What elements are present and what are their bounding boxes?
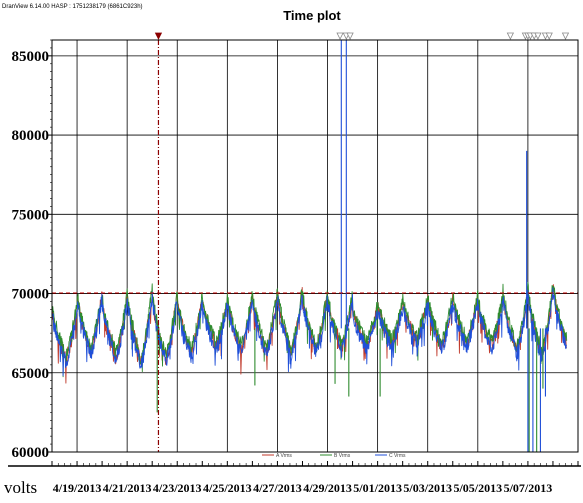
event-markers[interactable] [154, 32, 570, 452]
legend-label: A Vrms [276, 453, 292, 459]
y-tick-label: 85000 [12, 49, 50, 65]
legend: A Vrms B Vrms C Vrms [262, 453, 406, 459]
x-tick-label: 5/03/2013 [403, 481, 452, 495]
legend-label: B Vrms [334, 453, 351, 459]
legend-label: C Vrms [389, 453, 406, 459]
event-marker[interactable] [154, 32, 163, 40]
x-axis: 4/19/2013 4/21/2013 4/23/2013 4/25/2013 4/27… [8, 461, 581, 495]
x-tick-label: 4/23/2013 [153, 481, 202, 495]
chart-title: Time plot [283, 8, 341, 23]
grid [52, 40, 578, 452]
event-marker[interactable] [346, 32, 354, 40]
x-tick-label: 5/07/2013 [504, 481, 553, 495]
y-tick-label: 65000 [12, 366, 50, 382]
event-marker[interactable] [336, 32, 344, 40]
x-tick-label: 4/21/2013 [103, 481, 152, 495]
y-axis-ticks: 60000 65000 70000 75000 80000 85000 [12, 39, 52, 461]
plot-frame [51, 39, 579, 453]
event-marker[interactable] [534, 32, 542, 40]
y-axis-label: volts [4, 478, 37, 497]
x-tick-label: 5/05/2013 [453, 481, 502, 495]
app-id-label: DranView 6.14.00 HASP : 1751238179 (6861… [2, 4, 143, 10]
series-c-vrms [51, 287, 567, 377]
series-layer [51, 40, 568, 452]
y-tick-label: 60000 [12, 445, 50, 461]
y-tick-label: 75000 [12, 207, 50, 223]
x-tick-label: 4/19/2013 [53, 481, 102, 495]
event-marker[interactable] [545, 32, 553, 40]
y-tick-label: 70000 [12, 287, 50, 303]
y-tick-label: 80000 [12, 128, 50, 144]
x-tick-label: 4/29/2013 [303, 481, 352, 495]
x-tick-label: 4/27/2013 [253, 481, 302, 495]
x-tick-label: 5/01/2013 [353, 481, 402, 495]
event-marker[interactable] [506, 32, 515, 40]
event-marker[interactable] [561, 32, 570, 40]
x-tick-label: 4/25/2013 [203, 481, 252, 495]
